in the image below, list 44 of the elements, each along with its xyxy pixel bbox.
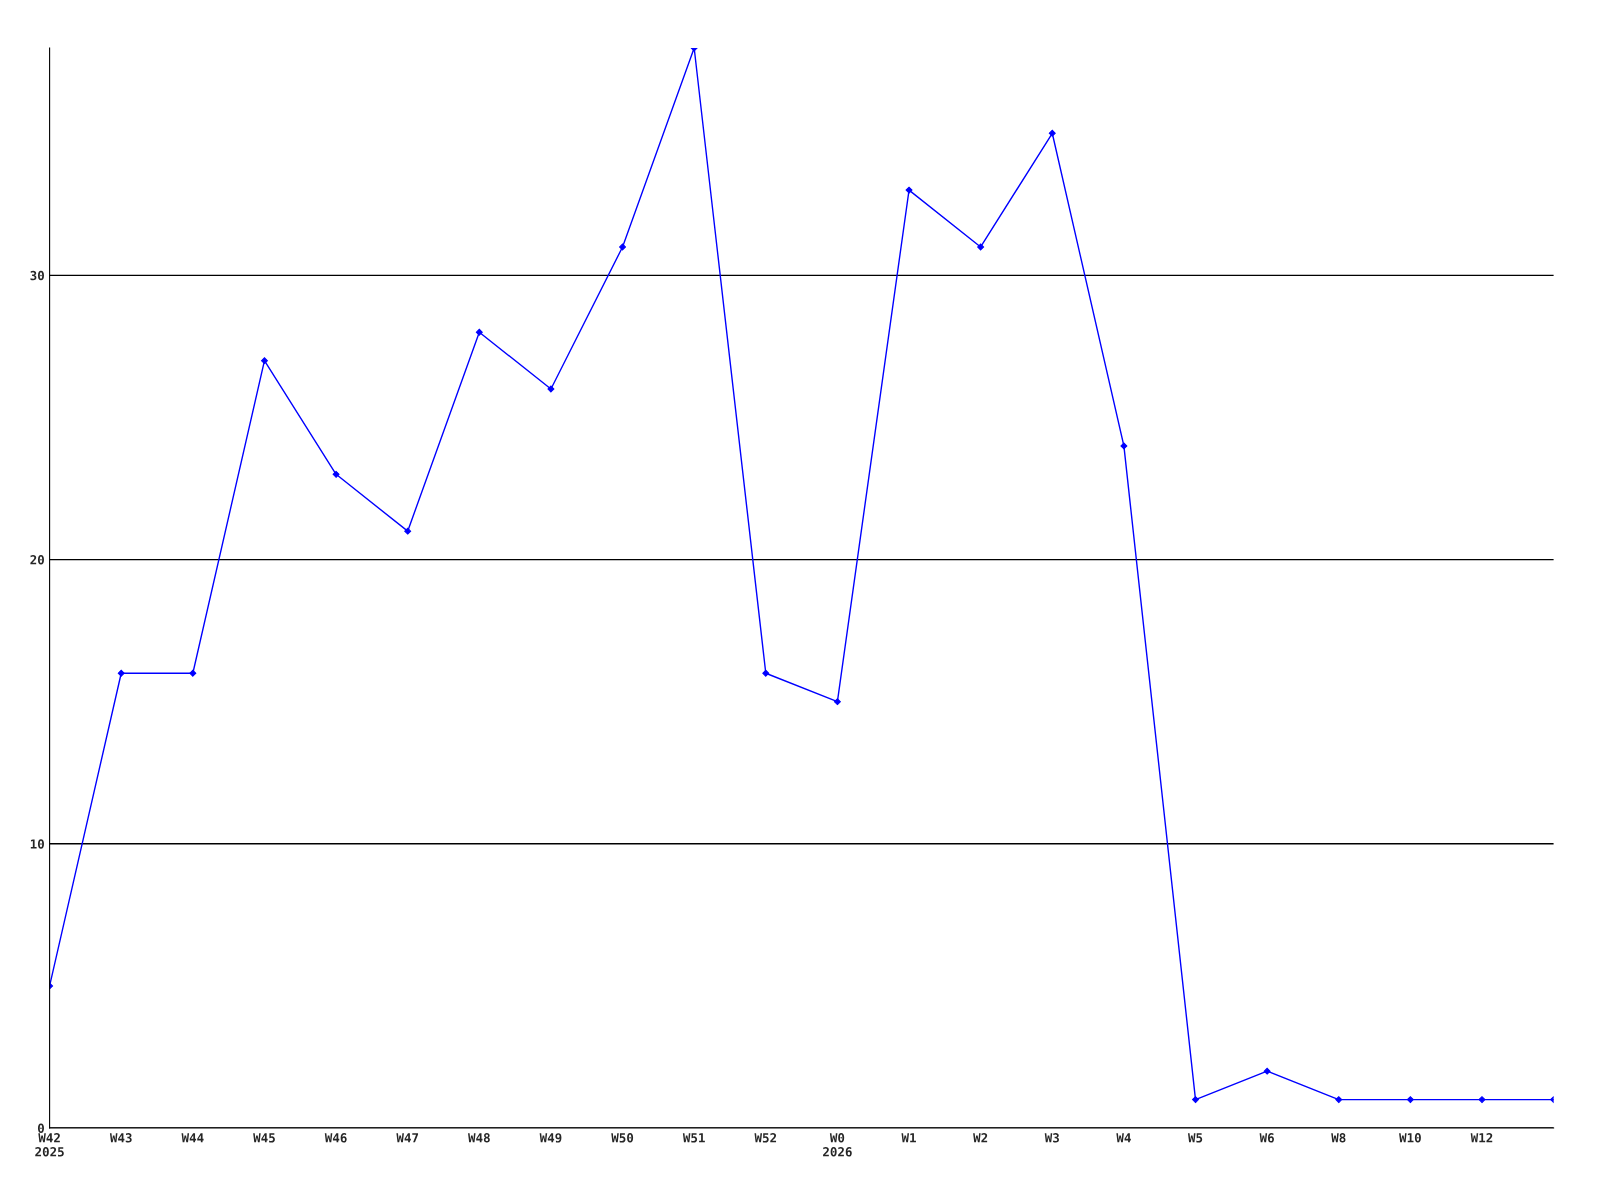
x-tick-label: W0 2026 [823,1133,852,1157]
x-tick-label: W52 [754,1133,777,1143]
point [117,669,125,677]
point [1120,442,1128,450]
point [1406,1096,1414,1104]
point [977,243,985,251]
x-tick-label: W45 [253,1133,275,1143]
x-tick-label: W12 [1470,1133,1493,1143]
x-tick-label: W3 [1044,1133,1059,1143]
point [1048,129,1056,137]
x-tick-label: W46 [324,1133,347,1143]
point [833,698,841,706]
x-tick-label: W48 [468,1133,490,1143]
y-tick-label: 10 [30,839,44,849]
point [475,328,483,336]
point [1335,1096,1343,1104]
y-tick-label: 30 [30,270,44,281]
x-tick-label: W1 [901,1133,916,1143]
x-tick-label: W5 [1187,1133,1203,1143]
point [404,527,412,535]
x-tick-label: W51 [682,1133,705,1143]
point [1478,1096,1486,1104]
point [547,385,555,393]
x-tick-label: W43 [109,1133,132,1143]
x-tick-label: W42 2025 [35,1133,64,1157]
x-tick-label: W10 [1399,1133,1421,1143]
point [332,470,340,478]
x-tick-label: W50 [611,1133,634,1143]
x-tick-label: W2 [973,1133,988,1143]
x-tick-label: W8 [1331,1133,1346,1143]
point [762,669,770,677]
x-tick-label: W47 [396,1133,419,1143]
point [619,243,627,251]
x-tick-label: W49 [539,1133,562,1143]
point [905,186,913,194]
point [260,357,268,365]
x-tick-label: W44 [181,1133,204,1143]
x-tick-label: W4 [1116,1133,1131,1143]
y-tick-label: 0 [37,1123,44,1133]
point [189,669,197,677]
point [1192,1096,1199,1104]
x-tick-label: W6 [1259,1133,1274,1143]
y-tick-label: 20 [30,555,44,565]
point [1263,1067,1271,1075]
